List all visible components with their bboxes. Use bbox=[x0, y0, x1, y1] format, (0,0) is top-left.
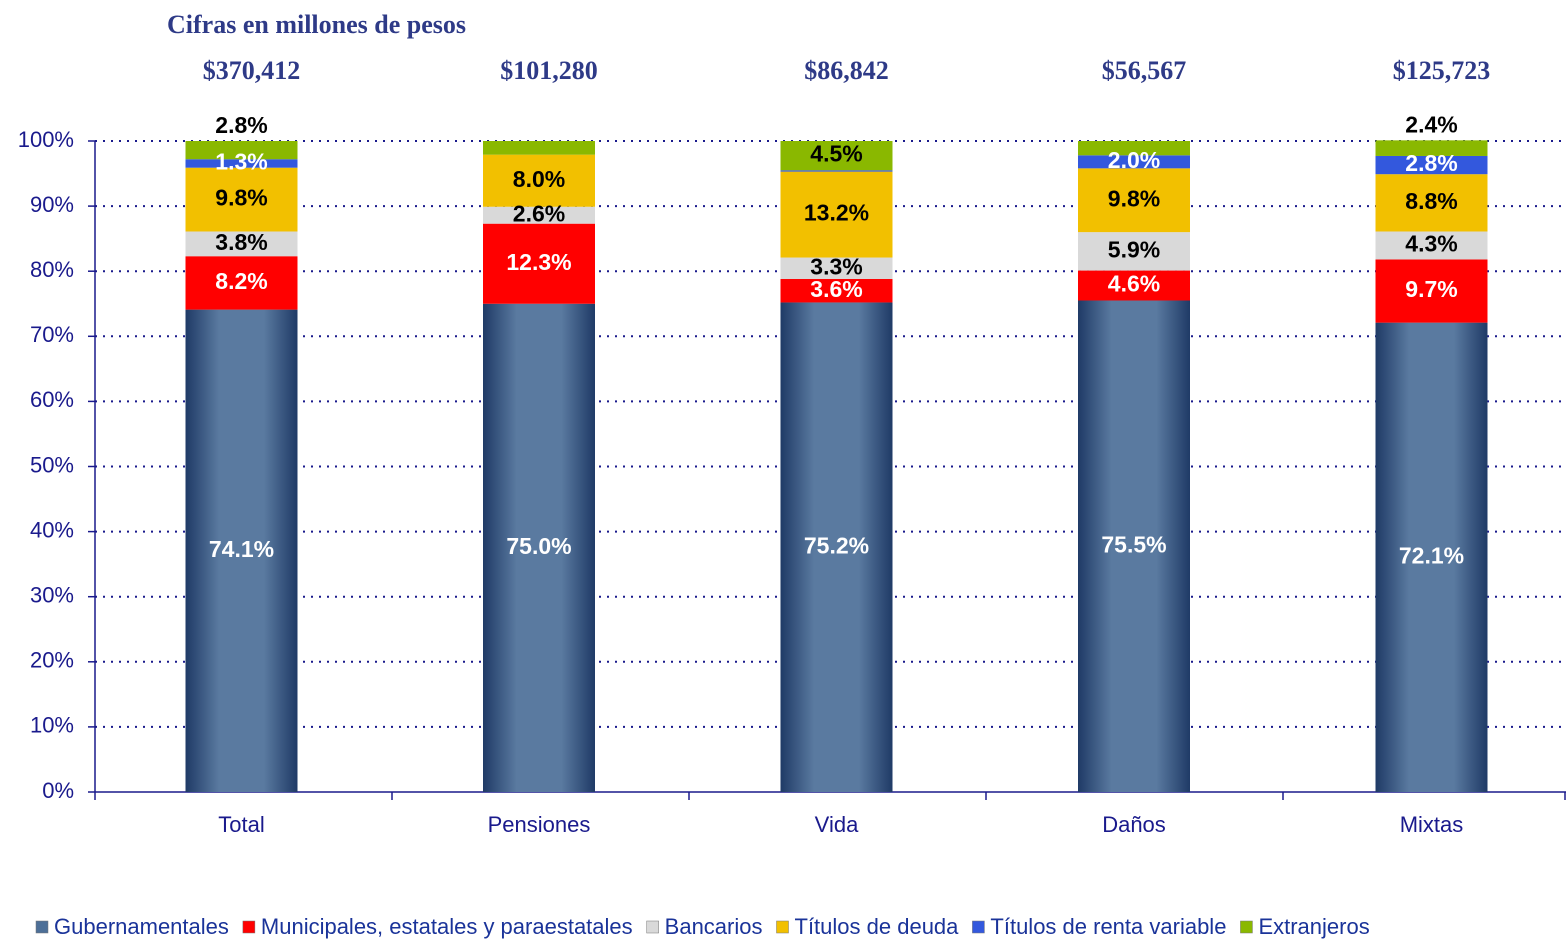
bar-segment bbox=[185, 256, 298, 310]
bar-segment bbox=[780, 257, 893, 280]
bar-segment bbox=[1375, 231, 1488, 260]
y-tick-label: 100% bbox=[18, 127, 74, 152]
bar-segment bbox=[483, 141, 595, 155]
total-label: $370,412 bbox=[203, 56, 301, 85]
bar-segment bbox=[1078, 155, 1190, 169]
bar-segment bbox=[1375, 322, 1488, 792]
value-label: 4.3% bbox=[1405, 231, 1457, 257]
legend-swatch bbox=[242, 920, 256, 934]
x-tick-label: Pensiones bbox=[488, 812, 591, 837]
x-tick-label: Daños bbox=[1102, 812, 1166, 837]
value-label: 3.8% bbox=[215, 229, 267, 255]
x-tick-label: Mixtas bbox=[1400, 812, 1464, 837]
value-label: 3.3% bbox=[810, 253, 862, 279]
value-label: 2.0% bbox=[1108, 147, 1160, 173]
bar-segment bbox=[483, 223, 595, 304]
x-tick-label: Vida bbox=[815, 812, 859, 837]
value-label: 5.9% bbox=[1108, 236, 1160, 262]
value-label: 2.6% bbox=[513, 200, 565, 226]
bar-segment bbox=[780, 171, 893, 258]
value-label: 1.3% bbox=[215, 149, 267, 175]
legend-label: Extranjeros bbox=[1258, 914, 1369, 939]
bar-segment bbox=[1375, 155, 1488, 175]
y-tick-label: 20% bbox=[30, 648, 74, 673]
total-label: $101,280 bbox=[500, 56, 598, 85]
bar-segment bbox=[185, 141, 298, 160]
bar-segment bbox=[1375, 140, 1488, 156]
y-tick-label: 10% bbox=[30, 713, 74, 738]
value-label: 2.8% bbox=[215, 112, 267, 138]
value-label: 9.8% bbox=[215, 185, 267, 211]
value-label: 74.1% bbox=[209, 536, 274, 562]
bar-segment bbox=[483, 206, 595, 224]
bar-segment bbox=[1078, 232, 1190, 271]
value-label: 12.3% bbox=[506, 249, 571, 275]
y-tick-label: 0% bbox=[42, 778, 74, 803]
x-tick-label: Total bbox=[218, 812, 264, 837]
legend-label: Bancarios bbox=[665, 914, 763, 939]
value-label: 13.2% bbox=[804, 200, 869, 226]
bar-segment bbox=[780, 279, 893, 303]
bar-segment bbox=[1375, 174, 1488, 232]
bar-segment bbox=[185, 231, 298, 257]
total-label: $86,842 bbox=[804, 56, 889, 85]
value-label: 75.5% bbox=[1101, 531, 1166, 557]
bar-segment bbox=[1078, 168, 1190, 233]
y-tick-label: 80% bbox=[30, 257, 74, 282]
total-label: $56,567 bbox=[1102, 56, 1187, 85]
subtitle: Cifras en millones de pesos bbox=[167, 10, 466, 39]
bar-segment bbox=[185, 167, 298, 232]
value-label: 75.2% bbox=[804, 532, 869, 558]
bar-segment bbox=[483, 154, 595, 207]
y-tick-label: 70% bbox=[30, 322, 74, 347]
legend-label: Gubernamentales bbox=[54, 914, 229, 939]
legend-swatch bbox=[1240, 920, 1253, 934]
value-label: 9.8% bbox=[1108, 185, 1160, 211]
bar-segment bbox=[1078, 141, 1190, 156]
y-tick-label: 50% bbox=[30, 452, 74, 477]
value-label: 9.7% bbox=[1405, 276, 1457, 302]
value-label: 2.8% bbox=[1405, 150, 1457, 176]
legend-swatch bbox=[646, 920, 659, 934]
bar-segment bbox=[185, 309, 298, 792]
y-tick-label: 90% bbox=[30, 192, 74, 217]
bar-segment bbox=[185, 159, 298, 168]
bar-segment bbox=[780, 170, 893, 172]
y-tick-label: 30% bbox=[30, 583, 74, 608]
bar-segment bbox=[780, 302, 893, 792]
legend-label: Municipales, estatales y paraestatales bbox=[261, 914, 633, 939]
y-tick-label: 60% bbox=[30, 387, 74, 412]
value-label: 4.6% bbox=[1108, 271, 1160, 297]
bar-segment bbox=[483, 303, 595, 792]
bar-segment bbox=[780, 141, 893, 171]
y-tick-label: 40% bbox=[30, 517, 74, 542]
value-label: 8.0% bbox=[513, 166, 565, 192]
value-label: 8.8% bbox=[1405, 188, 1457, 214]
total-label: $125,723 bbox=[1393, 56, 1491, 85]
value-label: 4.5% bbox=[810, 141, 862, 167]
value-label: 3.6% bbox=[810, 276, 862, 302]
bar-segment bbox=[1375, 259, 1488, 323]
legend-label: Títulos de renta variable bbox=[990, 914, 1226, 939]
bar-segment bbox=[1078, 270, 1190, 301]
legend-swatch bbox=[35, 920, 49, 934]
value-label: 2.4% bbox=[1405, 111, 1457, 137]
value-label: 72.1% bbox=[1399, 542, 1464, 568]
legend-label: Títulos de deuda bbox=[795, 914, 960, 939]
legend-swatch bbox=[972, 920, 985, 934]
value-label: 8.2% bbox=[215, 268, 267, 294]
legend-swatch bbox=[776, 920, 789, 934]
value-label: 75.0% bbox=[506, 533, 571, 559]
bar-segment bbox=[1078, 300, 1190, 792]
